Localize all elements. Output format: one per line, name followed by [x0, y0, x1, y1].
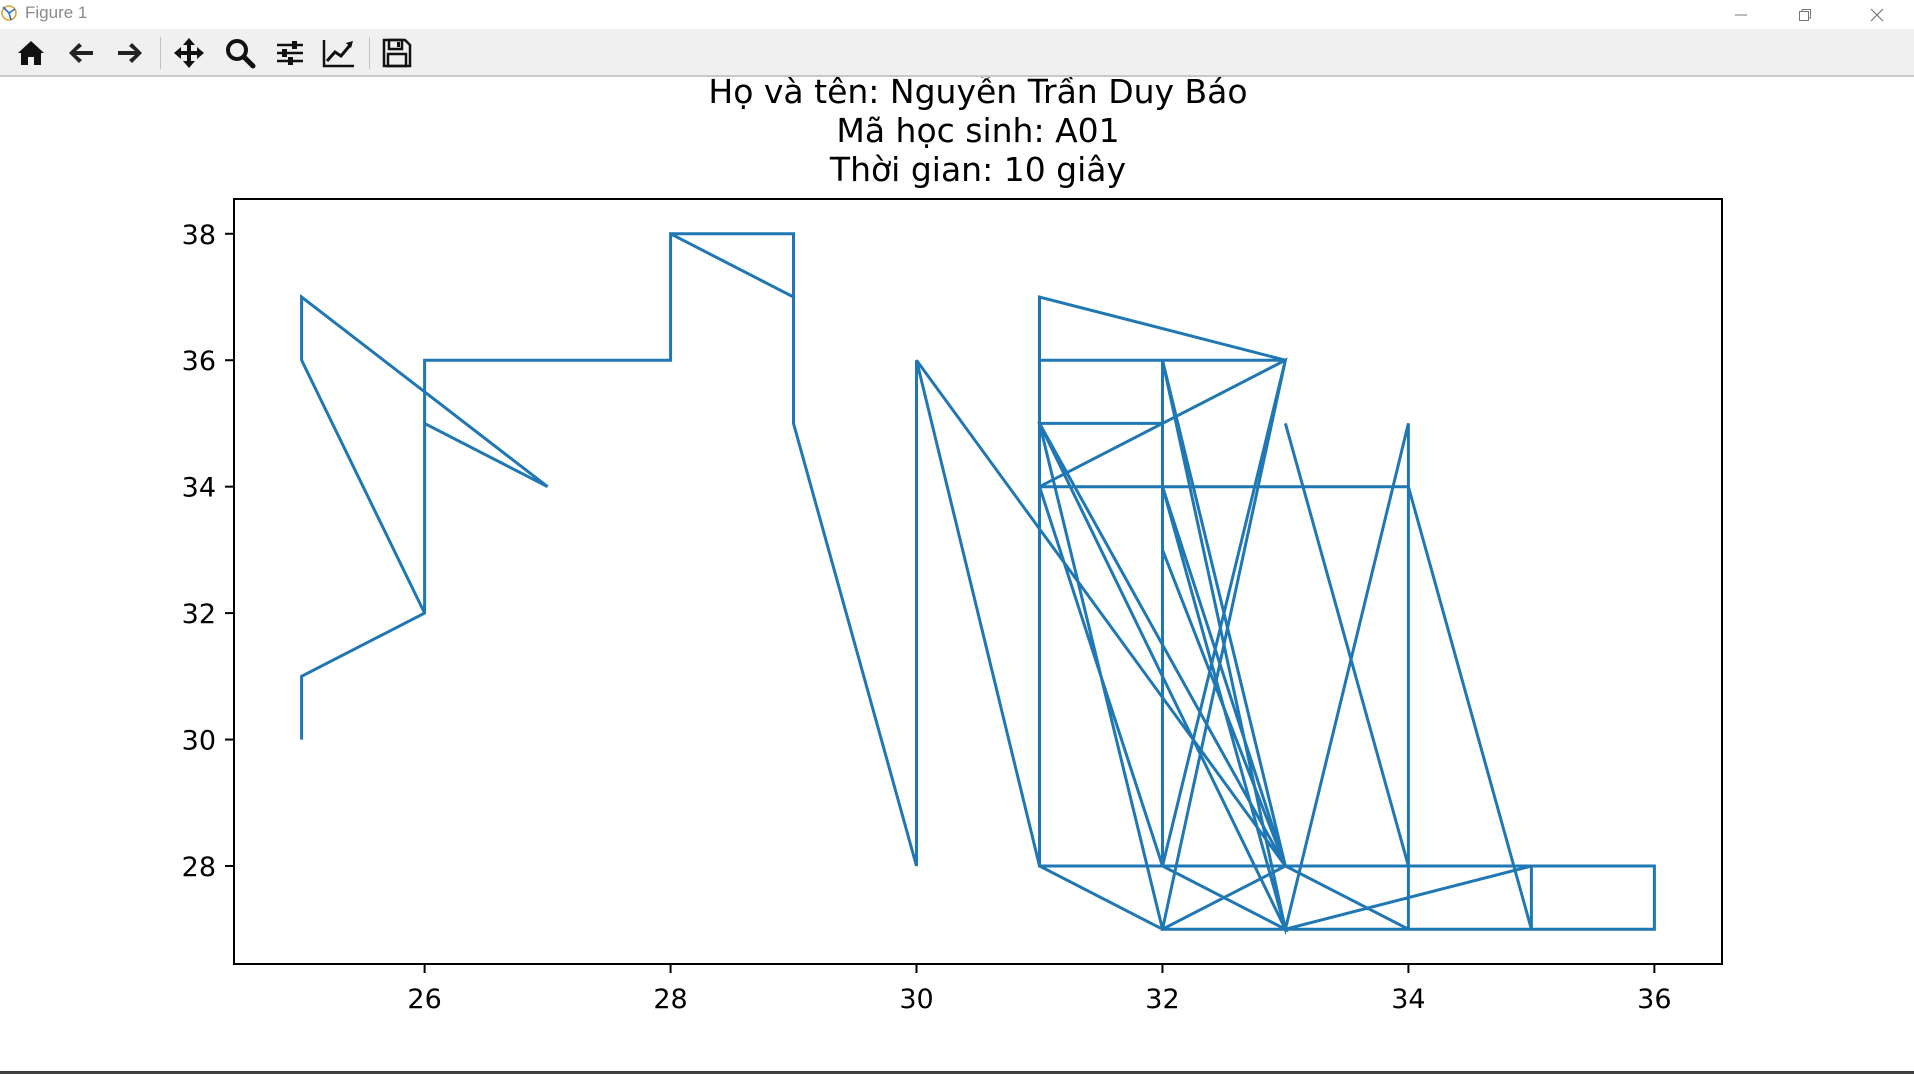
toolbar-separator: [369, 37, 370, 69]
navigation-toolbar: [0, 29, 1914, 77]
window-title: Figure 1: [25, 3, 88, 22]
series-line: [300, 232, 1656, 936]
minimize-button[interactable]: [1714, 0, 1768, 29]
back-button[interactable]: [62, 35, 100, 71]
edit-axis-icon: [322, 40, 354, 68]
y-tick-label: 32: [182, 599, 216, 630]
y-tick-label: 34: [182, 473, 216, 504]
window-titlebar: Figure 1: [0, 0, 1914, 29]
x-tick-label: 28: [653, 984, 687, 1015]
close-button[interactable]: [1850, 0, 1904, 29]
matplotlib-app-icon: [1, 5, 17, 21]
y-tick-label: 30: [182, 726, 216, 757]
chart-title-line: Họ và tên: Nguyễn Trần Duy Báo: [708, 77, 1247, 111]
x-tick-label: 36: [1637, 984, 1671, 1015]
zoom-button[interactable]: [221, 35, 259, 71]
y-tick-label: 38: [182, 220, 216, 251]
window-bottom-border: [0, 1071, 1914, 1074]
zoom-magnifier-icon: [226, 39, 256, 69]
axes-frame: [233, 198, 1723, 965]
forward-button[interactable]: [111, 35, 149, 71]
forward-arrow-icon: [118, 43, 142, 63]
save-button[interactable]: [378, 35, 416, 71]
toolbar-separator: [160, 37, 161, 69]
restore-button[interactable]: [1778, 0, 1832, 29]
configure-subplots-icon: [277, 41, 303, 65]
close-icon: [1870, 8, 1884, 21]
x-tick-label: 32: [1145, 984, 1179, 1015]
y-tick-label: 36: [182, 346, 216, 377]
restore-icon: [1799, 8, 1811, 21]
x-tick-label: 34: [1391, 984, 1425, 1015]
x-tick-label: 30: [899, 984, 933, 1015]
pan-move-icon: [174, 38, 204, 68]
pan-button[interactable]: [170, 35, 208, 71]
back-arrow-icon: [69, 43, 93, 63]
home-button[interactable]: [12, 35, 50, 71]
home-icon: [18, 41, 44, 65]
chart-title-line: Thời gian: 10 giây: [829, 150, 1126, 189]
minimize-icon: [1735, 14, 1747, 15]
edit-axis-button[interactable]: [320, 35, 358, 71]
x-tick-label: 26: [407, 984, 441, 1015]
chart-title-line: Mã học sinh: A01: [836, 111, 1119, 150]
y-tick-label: 28: [182, 852, 216, 883]
configure-subplots-button[interactable]: [271, 35, 309, 71]
save-floppy-icon: [382, 38, 412, 68]
